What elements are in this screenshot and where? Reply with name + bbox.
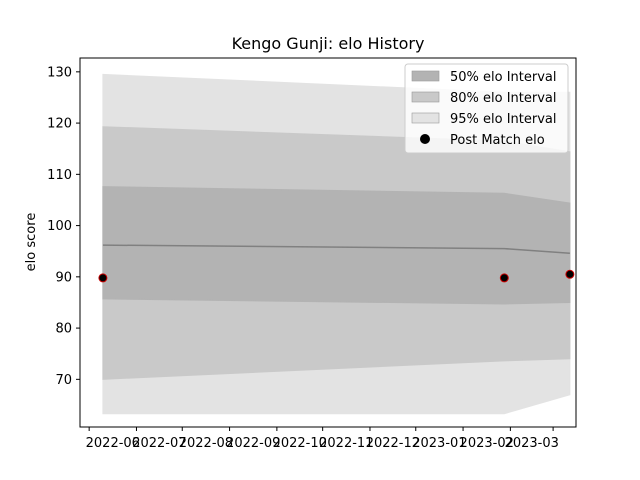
mean-elo-line bbox=[102, 244, 570, 255]
x-tick-label: 2022-09 bbox=[226, 436, 280, 451]
post-match-point bbox=[499, 273, 509, 283]
x-tick-label: 2022-12 bbox=[366, 436, 420, 451]
legend-swatch-50 bbox=[411, 70, 440, 82]
y-tick-label: 90 bbox=[55, 270, 72, 285]
mean-line-group bbox=[102, 244, 570, 255]
x-tick-label: 2022-08 bbox=[179, 436, 233, 451]
legend-label: 50% elo Interval bbox=[450, 70, 557, 85]
chart-title: Kengo Gunji: elo History bbox=[232, 34, 425, 53]
legend-swatch-95 bbox=[411, 112, 440, 124]
legend-marker-post-match bbox=[420, 134, 430, 144]
post-match-point bbox=[98, 273, 108, 283]
y-axis-label: elo score bbox=[24, 213, 39, 272]
y-axis: 70 80 90 100 110 120 130 bbox=[47, 65, 80, 388]
x-tick-label: 2022-06 bbox=[86, 436, 140, 451]
y-tick-label: 80 bbox=[55, 322, 72, 337]
legend-label: 80% elo Interval bbox=[450, 91, 557, 106]
legend-label: 95% elo Interval bbox=[450, 112, 557, 127]
y-tick-label: 70 bbox=[55, 373, 72, 388]
y-tick-label: 120 bbox=[47, 117, 72, 132]
band-50-interval bbox=[102, 186, 571, 305]
legend-label: Post Match elo bbox=[450, 133, 545, 148]
x-tick-label: 2022-07 bbox=[132, 436, 186, 451]
y-tick-label: 110 bbox=[47, 168, 72, 183]
x-tick-label: 2023-01 bbox=[412, 436, 466, 451]
x-tick-label: 2022-10 bbox=[273, 436, 327, 451]
x-tick-label: 2023-03 bbox=[505, 436, 559, 451]
x-tick-label: 2023-02 bbox=[460, 436, 514, 451]
post-match-points bbox=[98, 269, 575, 283]
legend: 50% elo Interval 80% elo Interval 95% elo … bbox=[404, 63, 569, 154]
x-tick-label: 2022-11 bbox=[319, 436, 373, 451]
plot-frame bbox=[79, 57, 577, 428]
y-tick-label: 100 bbox=[47, 219, 72, 234]
legend-frame bbox=[404, 63, 569, 154]
x-axis: 2022-062022-072022-082022-092022-102022-… bbox=[86, 427, 559, 451]
y-tick-label: 130 bbox=[47, 65, 72, 80]
interval-bands bbox=[102, 73, 571, 415]
post-match-point bbox=[565, 269, 575, 279]
legend-swatch-80 bbox=[411, 91, 440, 103]
